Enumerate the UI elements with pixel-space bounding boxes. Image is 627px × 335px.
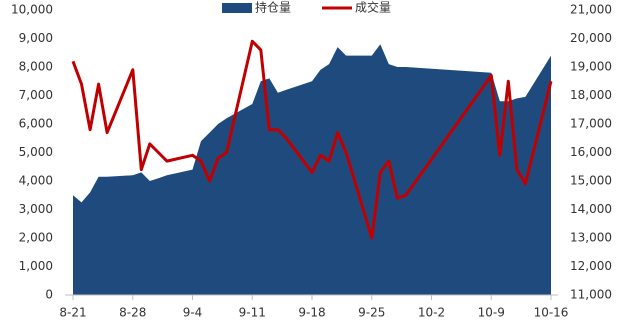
y-tick-label: 10,000 [11, 3, 53, 17]
line [71, 39, 553, 240]
legend-label: 持仓量 [255, 0, 291, 15]
y2-tick-label: 21,000 [570, 3, 612, 17]
y2-tick-label: 20,000 [570, 31, 612, 45]
y2-tick-label: 19,000 [570, 60, 612, 74]
y-tick-label: 4,000 [19, 174, 53, 188]
y-tick-label: 0 [45, 288, 53, 302]
legend-swatch [222, 3, 252, 13]
legend-label: 成交量 [355, 0, 391, 15]
x-tick-label: 9-4 [183, 306, 203, 320]
y-tick-label: 5,000 [19, 145, 53, 159]
y2-tick-label: 14,000 [570, 202, 612, 216]
y-tick-label: 3,000 [19, 202, 53, 216]
y-tick-label: 9,000 [19, 31, 53, 45]
y-tick-label: 7,000 [19, 88, 53, 102]
y2-tick-label: 16,000 [570, 145, 612, 159]
x-tick-label: 8-21 [59, 306, 86, 320]
y-tick-label: 6,000 [19, 117, 53, 131]
x-tick-label: 10-16 [534, 306, 569, 320]
x-tick-label: 10-2 [418, 306, 445, 320]
y2-tick-label: 12,000 [570, 259, 612, 273]
y2-tick-label: 13,000 [570, 231, 612, 245]
x-tick-label: 9-18 [298, 306, 325, 320]
y2-tick-label: 18,000 [570, 88, 612, 102]
y2-tick-label: 15,000 [570, 174, 612, 188]
x-tick-label: 8-28 [119, 306, 146, 320]
y-tick-label: 8,000 [19, 60, 53, 74]
x-tick-label: 10-9 [478, 306, 505, 320]
y-tick-label: 1,000 [19, 259, 53, 273]
y2-tick-label: 11,000 [570, 288, 612, 302]
x-tick-label: 9-25 [358, 306, 385, 320]
y-tick-label: 2,000 [19, 231, 53, 245]
y2-tick-label: 17,000 [570, 117, 612, 131]
x-tick-label: 9-11 [239, 306, 266, 320]
